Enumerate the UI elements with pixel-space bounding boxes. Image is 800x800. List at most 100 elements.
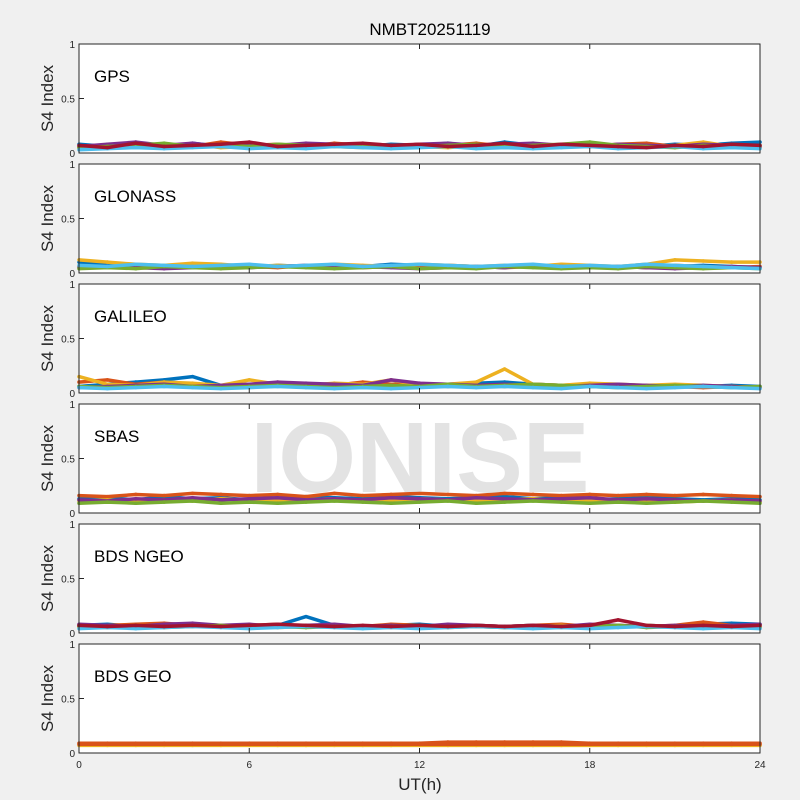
y-axis-label: S4 Index xyxy=(38,64,57,132)
data-point xyxy=(474,501,479,505)
data-point xyxy=(531,626,535,631)
data-point xyxy=(162,500,166,504)
data-point xyxy=(417,742,422,747)
data-point xyxy=(502,742,507,747)
y-tick-label: 0 xyxy=(69,389,75,400)
axes-background xyxy=(79,644,760,753)
data-point xyxy=(275,384,280,389)
data-point xyxy=(247,265,252,270)
data-point xyxy=(360,493,365,498)
data-point xyxy=(701,623,706,628)
data-point xyxy=(360,742,365,747)
data-point xyxy=(559,264,564,269)
x-tick-label: 24 xyxy=(754,760,766,771)
data-point xyxy=(644,492,649,497)
panel-sbas: 0 0.5 1 SBAS S4 Index xyxy=(38,400,762,520)
y-tick-label: 1 xyxy=(69,520,75,531)
data-point xyxy=(446,492,450,497)
data-point xyxy=(474,623,479,628)
data-point xyxy=(105,145,110,150)
data-point xyxy=(190,261,195,265)
data-point xyxy=(389,143,393,148)
data-point xyxy=(360,623,365,628)
data-point xyxy=(729,500,734,504)
data-point xyxy=(446,263,450,268)
data-point xyxy=(644,501,649,505)
data-point xyxy=(247,385,252,390)
data-point xyxy=(275,742,280,747)
data-point xyxy=(616,382,620,387)
data-point xyxy=(531,492,535,497)
panel-galileo: 0 0.5 1 GALILEO S4 Index xyxy=(38,280,762,400)
data-point xyxy=(105,624,110,629)
data-point xyxy=(729,493,734,498)
data-point xyxy=(275,380,280,384)
data-point xyxy=(446,499,450,503)
data-point xyxy=(304,263,308,268)
data-point xyxy=(616,493,620,498)
data-point xyxy=(559,142,564,147)
data-point xyxy=(162,263,166,268)
data-point xyxy=(133,626,138,631)
data-point xyxy=(304,623,308,628)
data-point xyxy=(389,495,393,500)
data-point xyxy=(190,143,195,148)
data-point xyxy=(559,145,564,150)
data-point xyxy=(729,624,734,629)
panel-bds-geo: 0 6 12 18 24 0 0.5 1 BDS GEO S4 Index xyxy=(38,640,766,771)
data-point xyxy=(616,618,620,622)
data-point xyxy=(389,624,393,629)
data-point xyxy=(587,140,592,144)
data-point xyxy=(587,384,592,389)
data-point xyxy=(332,742,337,747)
data-point xyxy=(531,499,535,503)
panel-label: GLONASS xyxy=(94,187,176,206)
data-point xyxy=(133,497,138,501)
data-point xyxy=(162,624,166,629)
y-tick-label: 0 xyxy=(69,509,75,520)
data-point xyxy=(275,495,280,500)
data-point xyxy=(190,491,195,496)
data-point xyxy=(673,493,677,498)
data-point xyxy=(360,626,365,631)
data-point xyxy=(332,266,337,271)
data-point xyxy=(360,264,365,269)
data-point xyxy=(389,378,393,382)
data-point xyxy=(701,620,706,624)
data-point xyxy=(644,145,649,150)
axes-background xyxy=(79,524,760,633)
data-point xyxy=(673,143,677,148)
data-point xyxy=(360,500,365,504)
data-point xyxy=(502,367,507,371)
data-point xyxy=(417,491,422,496)
data-point xyxy=(673,258,677,262)
data-point xyxy=(729,260,734,264)
data-point xyxy=(474,264,479,269)
data-point xyxy=(247,140,252,144)
axes-background xyxy=(79,284,760,393)
data-point xyxy=(247,497,252,501)
y-axis-label: S4 Index xyxy=(38,424,57,492)
data-point xyxy=(502,491,507,496)
data-point xyxy=(616,385,620,390)
data-point xyxy=(219,492,223,497)
data-point xyxy=(587,501,592,505)
chart-title: NMBT20251119 xyxy=(369,20,490,39)
data-point xyxy=(190,495,195,500)
y-tick-label: 0.5 xyxy=(61,575,75,586)
panel-label: BDS NGEO xyxy=(94,547,184,566)
data-point xyxy=(417,145,422,150)
data-point xyxy=(616,264,620,269)
data-point xyxy=(673,385,677,390)
y-tick-label: 1 xyxy=(69,40,75,51)
data-point xyxy=(673,263,677,268)
data-point xyxy=(247,493,252,498)
data-point xyxy=(219,501,223,505)
data-point xyxy=(247,742,252,747)
data-point xyxy=(644,262,649,267)
data-point xyxy=(587,495,592,500)
x-tick-label: 18 xyxy=(584,760,596,771)
data-point xyxy=(389,383,393,388)
data-point xyxy=(389,263,393,268)
data-point xyxy=(133,501,138,505)
